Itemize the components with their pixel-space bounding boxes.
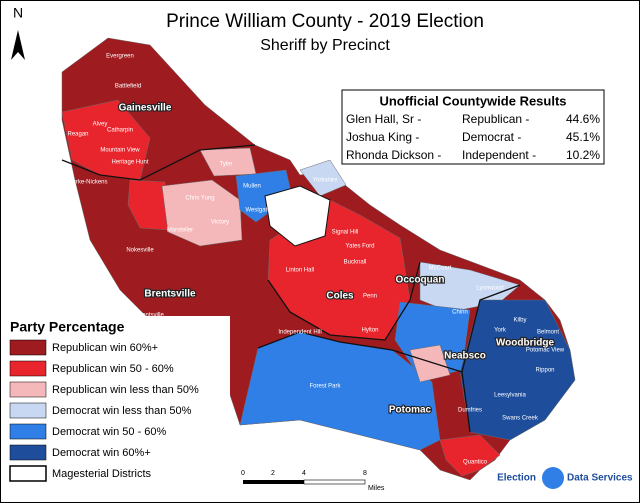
- precinct-label: Mountain View: [100, 148, 140, 154]
- precinct-label: Rippon: [535, 368, 554, 374]
- district-boundary: [61, 144, 256, 181]
- legend-label: Democrat win less than 50%: [52, 405, 192, 417]
- precinct-label: Signal Hill: [332, 230, 359, 236]
- precinct-label: Alvey: [93, 122, 108, 128]
- logo-globe: [542, 467, 564, 489]
- legend-swatch: [9, 444, 47, 461]
- precinct-label: Belmont: [537, 330, 559, 336]
- legend-label: Republican win 60%+: [52, 342, 158, 354]
- legend-label: Democrat win 60%+: [52, 447, 151, 459]
- precinct-label: Victory: [211, 220, 229, 226]
- precinct-label: Heritage Hunt: [111, 160, 148, 166]
- results-cell: 10.2%: [566, 148, 600, 162]
- precinct-label: Quantico: [463, 460, 488, 466]
- district-boundary: [461, 284, 521, 373]
- legend-title: Party Percentage: [10, 319, 125, 335]
- regions: [61, 37, 576, 481]
- legend: Party Percentage Republican win 60%+ Repub…: [2, 316, 230, 498]
- scale-tick: 2: [271, 470, 275, 477]
- precinct-label: Kilby: [513, 318, 526, 324]
- legend-label: Magesterial Districts: [52, 468, 152, 480]
- results-box: [341, 89, 605, 165]
- region: [127, 179, 171, 231]
- legend-label: Democrat win 50 - 60%: [52, 426, 167, 438]
- district-label: Woodbridge: [496, 338, 555, 349]
- precinct-label: Battlefield: [115, 84, 141, 90]
- precinct-label: McCoart: [429, 266, 452, 272]
- precinct-label: Westgate: [245, 208, 271, 214]
- precinct-label: Evergreen: [106, 54, 134, 60]
- district-label: Gainesville: [119, 103, 172, 114]
- results-rows: Glen Hall, Sr - Republican - 44.6% Joshua K…: [346, 112, 600, 162]
- precinct-label: Yorkshire: [313, 178, 338, 184]
- precinct-label: Hylton: [361, 328, 378, 334]
- precinct-label: Swans Creek: [502, 416, 539, 422]
- precinct-label: York: [494, 328, 507, 334]
- precinct-label: Chinn: [452, 310, 468, 316]
- scale-bar: 0 2 4 8 Miles: [241, 470, 385, 492]
- scale-tick: 4: [302, 470, 306, 477]
- scale-tick: 8: [363, 470, 367, 477]
- district-boundary: [267, 261, 421, 341]
- region: [161, 179, 243, 247]
- scale-tick: 0: [241, 470, 245, 477]
- precinct-label: Bucknall: [344, 260, 367, 266]
- precinct-label: Burke-Nickens: [68, 180, 107, 186]
- subtitle: Sheriff by Precinct: [260, 37, 390, 54]
- logo-text: Data Services: [567, 473, 633, 484]
- legend-label: Republican win 50 - 60%: [52, 363, 174, 375]
- precinct-label: Marsteller: [167, 228, 193, 234]
- legend-swatch: [9, 423, 47, 440]
- precinct-label: Brentsville: [136, 313, 164, 319]
- title: Prince William County - 2019 Election: [166, 11, 484, 32]
- region: [439, 434, 501, 477]
- results-cell: Independent -: [462, 148, 536, 162]
- precinct-label: Tyler: [219, 162, 232, 168]
- manassas-hole: [264, 185, 331, 247]
- precinct-label: Penn: [363, 294, 377, 300]
- legend-swatch: [9, 465, 47, 482]
- precinct-label: Forest Park: [309, 384, 341, 390]
- precinct-label: Chris Yung: [185, 196, 214, 202]
- precinct-label: Leesylvania: [494, 393, 526, 399]
- legend-swatch: [9, 402, 47, 419]
- precinct-label: Linton Hall: [286, 268, 314, 274]
- district-label: Coles: [326, 291, 354, 302]
- district-label: Occoquan: [396, 275, 445, 286]
- legend-swatch: [9, 360, 47, 377]
- results-cell: Joshua King -: [346, 130, 419, 144]
- district-label: Potomac: [389, 405, 432, 416]
- logo-text: Election: [497, 473, 536, 484]
- legend-swatch: [9, 339, 47, 356]
- region: [459, 299, 576, 441]
- results-cell: Glen Hall, Sr -: [346, 112, 421, 126]
- results-cell: Republican -: [462, 112, 529, 126]
- precinct-label: Yates Ford: [346, 244, 375, 250]
- precinct-label: Reagan: [67, 132, 88, 138]
- results-cell: 44.6%: [566, 112, 600, 126]
- precinct-label: Independent Hill: [278, 330, 321, 336]
- labels: Gainesville Brentsville Coles Occoquan Neabs…: [67, 54, 564, 466]
- legend-swatch: [9, 381, 47, 398]
- precinct-label: Dumfries: [458, 408, 482, 414]
- precinct-label: Mullen: [243, 184, 261, 190]
- legend-label: Republican win less than 50%: [52, 384, 199, 396]
- results-cell: 45.1%: [566, 130, 600, 144]
- results-title: Unofficial Countywide Results: [379, 93, 566, 108]
- results-cell: Democrat -: [462, 130, 521, 144]
- district-label: Neabsco: [444, 351, 486, 362]
- scale-unit: Miles: [368, 485, 385, 492]
- results-cell: Rhonda Dickson -: [346, 148, 441, 162]
- precinct-label: Lynnwood: [476, 286, 503, 292]
- region: [299, 159, 347, 197]
- precinct-label: Potomac View: [526, 348, 565, 354]
- north-arrow: [11, 30, 25, 60]
- precinct-label: Catharpin: [107, 128, 133, 134]
- region: [409, 344, 451, 383]
- district-boundary: [257, 331, 471, 433]
- north-label: N: [13, 5, 23, 21]
- precinct-label: Nokesville: [126, 248, 154, 254]
- district-label: Brentsville: [144, 289, 196, 300]
